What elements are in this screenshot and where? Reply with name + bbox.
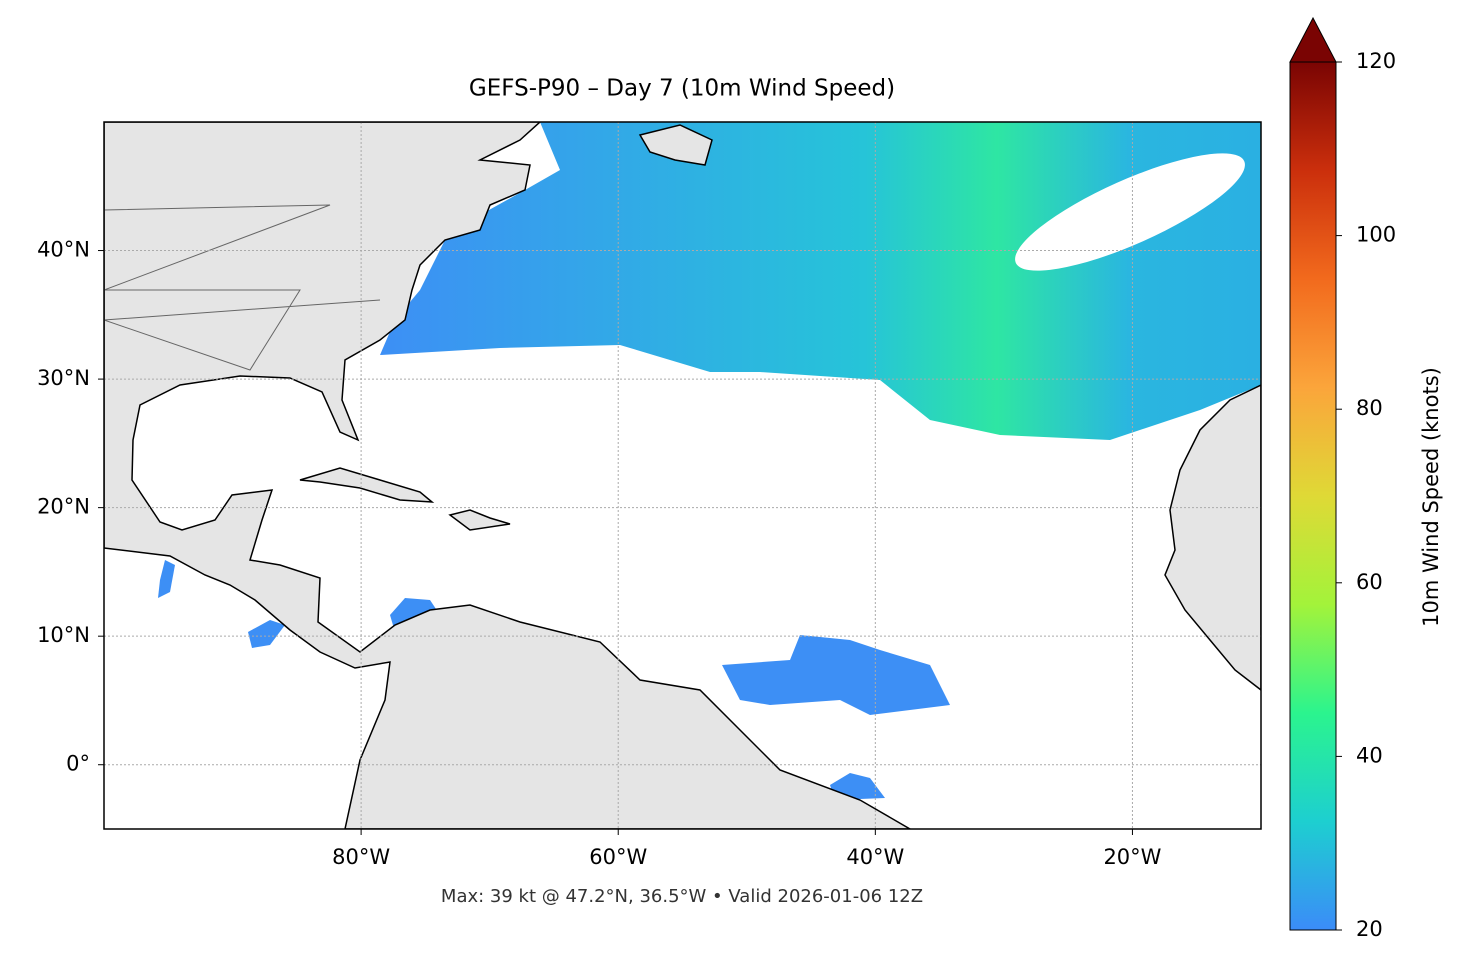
colorbar <box>1289 61 1337 931</box>
x-tick-label: 60°W <box>589 845 647 869</box>
y-tick-label: 20°N <box>37 495 90 519</box>
colorbar-tick-label: 60 <box>1356 570 1383 594</box>
grid <box>104 122 1261 829</box>
y-tick-label: 30°N <box>37 366 90 390</box>
colorbar-tick-label: 120 <box>1356 49 1396 73</box>
colorbar-tick-label: 20 <box>1356 917 1383 941</box>
wind-field <box>248 620 285 648</box>
newfoundland <box>638 124 713 166</box>
x-tick-label: 40°W <box>846 845 904 869</box>
state-borders <box>104 204 381 371</box>
wind-field <box>380 122 1261 440</box>
map-area <box>104 122 1261 829</box>
map-frame <box>103 121 1262 830</box>
wind-field <box>722 635 950 715</box>
y-tick-label: 10°N <box>37 623 90 647</box>
y-tick-label: 40°N <box>37 238 90 262</box>
americas <box>104 122 912 829</box>
x-tick-label: 80°W <box>332 845 390 869</box>
title: GEFS-P90 – Day 7 (10m Wind Speed) <box>469 76 895 102</box>
hispaniola <box>448 509 511 531</box>
colorbar-tick-label: 40 <box>1356 743 1383 767</box>
calm-area <box>1015 153 1245 271</box>
x-tick-label: 20°W <box>1103 845 1161 869</box>
footnote: Max: 39 kt @ 47.2°N, 36.5°W • Valid 2026… <box>441 886 923 907</box>
wind-field <box>158 560 175 598</box>
colorbar-tick-label: 80 <box>1356 396 1383 420</box>
colorbar-tick-label: 100 <box>1356 223 1396 247</box>
colorbar-label: 10m Wind Speed (knots) <box>1419 367 1443 627</box>
y-tick-label: 0° <box>66 752 90 776</box>
colorbar-extend <box>1289 16 1337 63</box>
cuba <box>299 467 435 503</box>
africa <box>1164 384 1261 691</box>
